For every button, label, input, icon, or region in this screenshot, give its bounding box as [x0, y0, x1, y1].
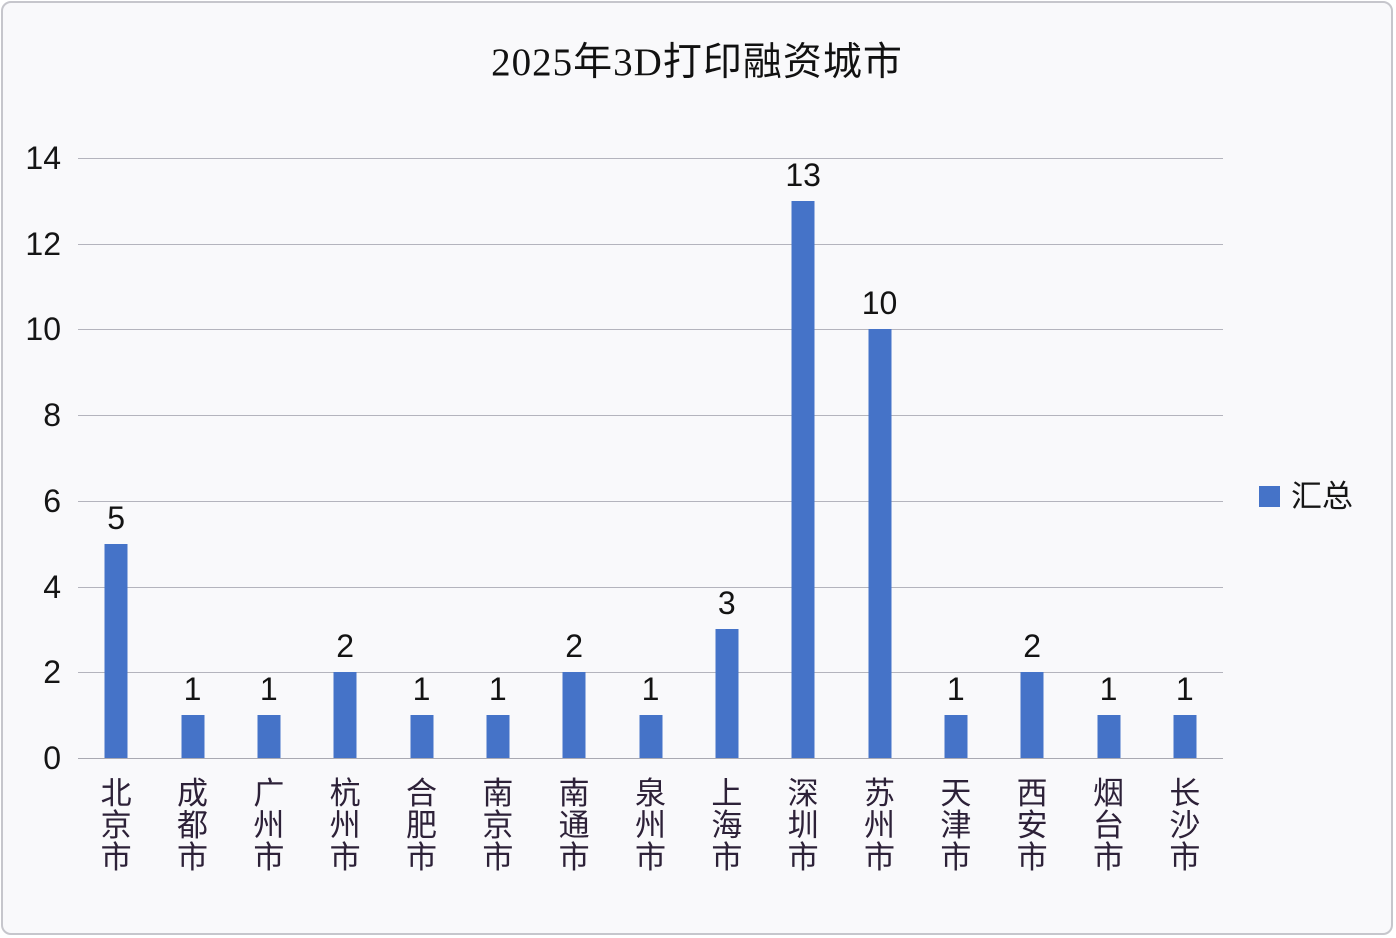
bar [1020, 672, 1044, 758]
legend-swatch-icon [1259, 486, 1280, 507]
bar [181, 715, 204, 758]
x-axis-line [78, 758, 1223, 759]
y-axis-label: 6 [43, 482, 61, 519]
x-axis-label: 南 通 市 [558, 776, 590, 875]
bar-value-label: 1 [183, 671, 202, 708]
x-axis-label: 西 安 市 [1016, 776, 1048, 875]
x-axis-label: 长 沙 市 [1169, 776, 1201, 875]
bar [410, 715, 433, 758]
bar-value-label: 2 [336, 628, 355, 665]
gridline [78, 415, 1223, 417]
bar [639, 715, 662, 758]
bar-value-label: 1 [1175, 671, 1194, 708]
x-axis-label: 北 京 市 [100, 776, 132, 875]
y-axis-label: 14 [25, 140, 61, 176]
bar-value-label: 10 [861, 285, 898, 322]
gridline [78, 500, 1223, 502]
bar-value-label: 13 [785, 156, 821, 193]
bar [715, 629, 739, 758]
x-axis-label: 烟 台 市 [1093, 776, 1124, 875]
chart-title: 2025年3D打印融资城市 [491, 41, 903, 84]
bar-value-label: 1 [1099, 671, 1118, 708]
bar-value-label: 1 [946, 671, 965, 708]
x-axis-label: 上 海 市 [711, 776, 743, 875]
bar-value-label: 2 [1023, 628, 1042, 665]
legend: 汇总 [1259, 481, 1353, 512]
bar [333, 672, 357, 758]
gridline [78, 158, 1223, 159]
x-axis-label: 苏 州 市 [864, 776, 895, 875]
bar [1097, 715, 1120, 758]
y-axis-label: 4 [43, 568, 61, 605]
bar-value-label: 5 [107, 499, 126, 536]
bar [257, 715, 281, 758]
y-axis-label: 8 [43, 397, 61, 434]
gridline [78, 243, 1223, 245]
x-axis-label: 广 州 市 [253, 776, 285, 875]
bar-value-label: 3 [717, 585, 736, 622]
bar [791, 200, 815, 758]
y-axis-label: 12 [25, 225, 61, 262]
bar-value-label: 2 [565, 628, 584, 665]
bar [944, 715, 968, 758]
x-axis-label: 泉 州 市 [635, 776, 666, 875]
bar [1173, 715, 1197, 758]
bar-value-label: 1 [641, 671, 660, 708]
gridline [78, 586, 1223, 588]
gridline [78, 672, 1223, 674]
bar [562, 672, 586, 758]
x-axis-label: 南 京 市 [482, 776, 514, 875]
y-axis-label: 10 [25, 311, 61, 348]
y-axis-label: 2 [43, 654, 61, 691]
bar [486, 715, 510, 758]
bar-value-label: 1 [488, 671, 507, 708]
bar [868, 329, 891, 758]
legend-label: 汇总 [1291, 479, 1353, 514]
x-axis-label: 深 圳 市 [787, 776, 819, 875]
gridline [78, 329, 1223, 331]
y-axis-label: 0 [43, 740, 61, 776]
x-axis-label: 天 津 市 [940, 776, 972, 875]
bar-value-label: 1 [259, 671, 278, 708]
bar [104, 543, 128, 758]
x-axis-label: 成 都 市 [177, 776, 208, 875]
x-axis-label: 杭 州 市 [329, 776, 361, 875]
bar-value-label: 1 [412, 671, 431, 708]
x-axis-label: 合 肥 市 [406, 776, 437, 875]
